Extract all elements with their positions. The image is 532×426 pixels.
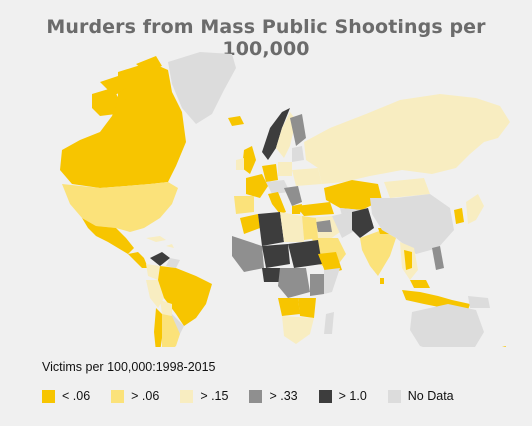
legend-title: Victims per 100,000:1998-2015 bbox=[42, 360, 216, 374]
argentina bbox=[162, 314, 180, 347]
legend-item-gt-015: > .15 bbox=[180, 389, 228, 403]
united-kingdom bbox=[242, 146, 256, 174]
brazil bbox=[158, 266, 212, 326]
map-title: Murders from Mass Public Shootings per 1… bbox=[46, 16, 486, 60]
legend-swatch bbox=[249, 389, 263, 403]
canada-islands bbox=[100, 56, 162, 108]
thailand bbox=[404, 250, 412, 270]
libya bbox=[280, 212, 304, 242]
southern-africa bbox=[282, 316, 314, 344]
legend-label: > .15 bbox=[200, 389, 229, 403]
bolivia bbox=[160, 300, 172, 316]
sri-lanka bbox=[380, 278, 384, 284]
afghanistan-pakistan bbox=[352, 208, 374, 238]
legend-label: < .06 bbox=[62, 389, 91, 403]
baltics bbox=[292, 146, 304, 162]
new-zealand bbox=[502, 346, 506, 347]
papua bbox=[468, 296, 490, 308]
legend-swatch bbox=[387, 389, 401, 403]
iran bbox=[332, 212, 356, 238]
venezuela bbox=[150, 252, 170, 266]
russia bbox=[304, 94, 510, 184]
kazakhstan bbox=[324, 180, 382, 210]
nigeria bbox=[262, 268, 280, 282]
legend-label: > .06 bbox=[131, 389, 160, 403]
legend-item-no-data: No Data bbox=[387, 389, 454, 403]
india bbox=[360, 230, 396, 276]
greenland bbox=[168, 52, 236, 124]
ukraine bbox=[292, 168, 322, 186]
world-map bbox=[60, 52, 510, 347]
ireland bbox=[236, 158, 244, 170]
philippines bbox=[432, 246, 444, 270]
united-states bbox=[62, 182, 178, 232]
legend-item-gt-006: > .06 bbox=[111, 389, 159, 403]
iceland bbox=[228, 116, 244, 126]
france bbox=[246, 174, 268, 198]
iberia bbox=[234, 196, 254, 214]
legend-label: No Data bbox=[407, 389, 454, 403]
finland bbox=[290, 114, 306, 146]
caribbean bbox=[146, 236, 174, 248]
italy bbox=[268, 192, 286, 214]
iraq bbox=[316, 220, 332, 232]
kenya bbox=[310, 274, 324, 296]
germany bbox=[262, 164, 278, 182]
egypt bbox=[302, 216, 318, 240]
chad-sudan bbox=[288, 240, 322, 268]
somalia bbox=[324, 268, 340, 294]
central-africa bbox=[278, 268, 310, 298]
balkans bbox=[284, 186, 302, 206]
poland bbox=[278, 162, 292, 176]
legend-label: > .33 bbox=[269, 389, 298, 403]
legend-label: > 1.0 bbox=[338, 389, 367, 403]
legend-swatch bbox=[180, 389, 194, 403]
malaysia bbox=[410, 280, 430, 288]
sweden bbox=[276, 112, 296, 158]
australia bbox=[410, 304, 484, 347]
legend-item-gt-10: > 1.0 bbox=[318, 389, 367, 403]
madagascar bbox=[324, 312, 334, 334]
japan bbox=[466, 194, 484, 224]
mali-niger bbox=[262, 244, 290, 268]
korea bbox=[454, 208, 464, 224]
norway bbox=[262, 108, 290, 160]
legend-item-gt-033: > .33 bbox=[249, 389, 298, 403]
angola bbox=[278, 298, 300, 316]
west-africa bbox=[232, 236, 264, 272]
central-europe bbox=[266, 180, 290, 194]
canada bbox=[60, 62, 186, 188]
colombia bbox=[146, 264, 160, 280]
morocco bbox=[240, 214, 260, 234]
peru bbox=[146, 280, 164, 308]
guianas bbox=[166, 258, 180, 268]
china bbox=[370, 194, 454, 254]
legend-item-lt-006: < .06 bbox=[42, 389, 90, 403]
legend-swatch bbox=[111, 389, 125, 403]
mongolia bbox=[384, 178, 430, 198]
indonesia bbox=[402, 290, 470, 310]
east-africa-south bbox=[298, 298, 316, 318]
algeria bbox=[258, 212, 284, 246]
turkey bbox=[296, 202, 334, 216]
legend-swatch bbox=[318, 389, 332, 403]
mexico bbox=[82, 218, 134, 254]
central-america bbox=[128, 252, 148, 268]
legend: < .06 > .06 > .15 > .33 > 1.0 No Data bbox=[42, 388, 475, 404]
legend-swatch bbox=[42, 389, 55, 403]
chile bbox=[154, 308, 162, 347]
